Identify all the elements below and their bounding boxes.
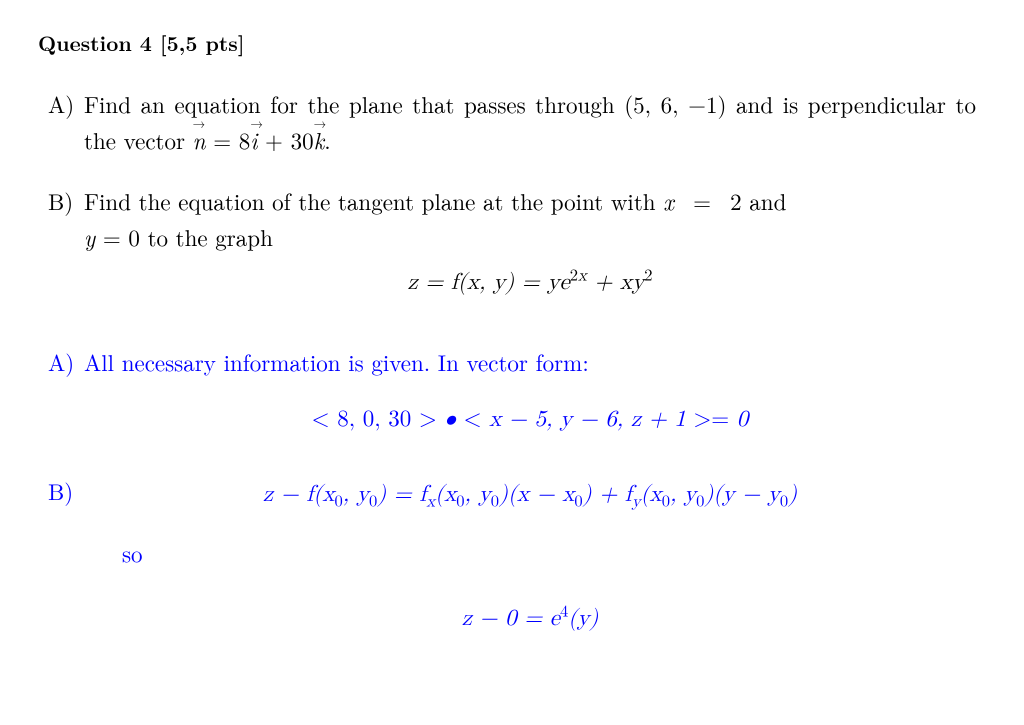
part-b-text-1: Find the equation of the tangent plane a… xyxy=(84,184,663,217)
vector-i: i→ xyxy=(250,122,257,158)
page: Question 4 [5,5 pts] A) Find an equation… xyxy=(0,0,1024,680)
part-a-text-1b: and is xyxy=(726,87,798,120)
answer-a-equation: < 8, 0, 30 > • < x − 5, y − 6, z + 1 >= … xyxy=(84,402,976,438)
part-b-body: Find the equation of the tangent plane a… xyxy=(84,183,976,310)
x-eq-2: x xyxy=(663,184,674,217)
answer-b-label: B) xyxy=(48,473,84,646)
answer-b-eq2: z − 0 = e4(y) xyxy=(84,601,976,637)
eq-sign: = 8 xyxy=(206,123,251,156)
answer-b-eq1: z − f(x0, y0) = fx(x0, y0)(x − x0) + fy(… xyxy=(84,477,976,513)
answer-a-body: All necessary information is given. In v… xyxy=(84,344,976,447)
part-a-point: (5, 6, −1) xyxy=(624,87,726,120)
part-b-question: B) Find the equation of the tangent plan… xyxy=(48,183,976,310)
answer-a: A) All necessary information is given. I… xyxy=(48,344,976,447)
answer-b-so: so xyxy=(122,535,976,571)
answer-b-body: z − f(x0, y0) = fx(x0, y0)(x − x0) + fy(… xyxy=(84,473,976,646)
plus-30: + 30 xyxy=(257,123,313,156)
vector-n: n→ xyxy=(193,122,206,158)
vector-k: k→ xyxy=(314,122,325,158)
part-a-label: A) xyxy=(48,86,84,157)
part-a-question: A) Find an equation for the plane that p… xyxy=(48,86,976,157)
part-a-body: Find an equation for the plane that pass… xyxy=(84,86,976,157)
answer-a-text: All necessary information is given. In v… xyxy=(84,345,589,378)
eq2: = 2 xyxy=(674,184,742,217)
part-b-label: B) xyxy=(48,183,84,310)
part-b-text-1b: and xyxy=(742,184,787,217)
answer-b: B) z − f(x0, y0) = fx(x0, y0)(x − x0) + … xyxy=(48,473,976,646)
question-title: Question 4 [5,5 pts] xyxy=(38,28,976,58)
part-b-formula: z = f(x, y) = ye2x + xy2 xyxy=(84,265,976,301)
part-a-text-1: Find an equation for the plane that pass… xyxy=(84,87,624,120)
answer-a-label: A) xyxy=(48,344,84,447)
y-eq-0: = 0 xyxy=(95,220,140,253)
y-var: y xyxy=(84,220,95,253)
part-b-text-2b: to the graph xyxy=(140,220,273,253)
